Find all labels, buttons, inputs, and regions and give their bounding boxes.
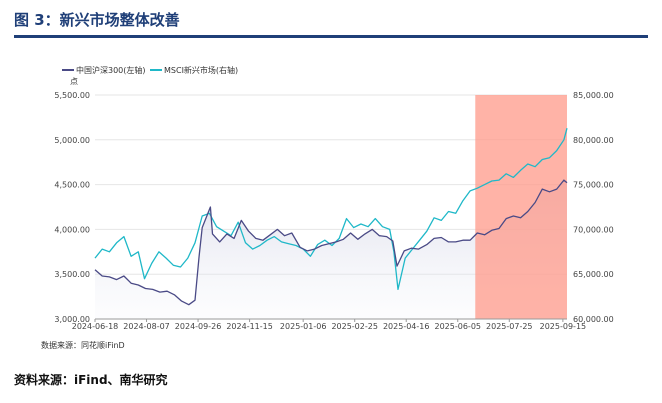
x-tick-label: 2025-01-06 — [280, 322, 327, 331]
x-tick-label: 2024-11-15 — [226, 322, 273, 331]
y-right-tick-label: 65,000.00 — [573, 270, 614, 279]
title-underline — [14, 35, 648, 38]
figure-title: 图 3：新兴市场整体改善 — [14, 11, 180, 29]
axes: 5,500.00 5,000.00 4,500.00 4,000.00 3,500.00… — [54, 91, 613, 331]
report-source-note: 资料来源：iFind、南华研究 — [14, 373, 168, 387]
x-tick-label: 2025-09-15 — [540, 322, 587, 331]
highlight-rect — [475, 95, 567, 319]
x-tick-label: 2025-06-05 — [435, 322, 482, 331]
x-tick-label: 2025-07-25 — [486, 322, 533, 331]
x-tick-label: 2024-06-18 — [72, 322, 119, 331]
y-left-tick-label: 3,500.00 — [54, 270, 90, 279]
chart-source-note: 数据来源：同花顺iFinD — [41, 341, 125, 350]
y-right-tick-label: 70,000.00 — [573, 225, 614, 234]
x-tick-label: 2024-09-26 — [175, 322, 222, 331]
x-tick-label: 2024-08-07 — [123, 322, 170, 331]
x-tick-label: 2025-04-16 — [383, 322, 430, 331]
csi300-area-fill — [95, 180, 567, 319]
y-left-tick-label: 5,000.00 — [54, 136, 90, 145]
legend-label-csi300: 中国沪深300(左轴) — [76, 65, 146, 75]
y-right-tick-label: 60,000.00 — [573, 315, 614, 324]
highlight-band — [475, 95, 567, 319]
y-right-tick-label: 85,000.00 — [573, 91, 614, 100]
y-left-tick-label: 5,500.00 — [54, 91, 90, 100]
y-left-tick-label: 4,500.00 — [54, 181, 90, 190]
y-right-tick-label: 80,000.00 — [573, 136, 614, 145]
legend-label-msci: MSCI新兴市场(右轴) — [164, 65, 238, 75]
unit-label: 点 — [70, 77, 78, 86]
legend: 中国沪深300(左轴) MSCI新兴市场(右轴) 点 — [62, 65, 238, 86]
y-left-tick-label: 3,000.00 — [54, 315, 90, 324]
series-lines — [94, 128, 568, 306]
y-left-tick-label: 4,000.00 — [54, 225, 90, 234]
y-right-tick-label: 75,000.00 — [573, 181, 614, 190]
x-tick-label: 2025-02-25 — [331, 322, 378, 331]
csi300-series-line — [94, 179, 568, 306]
csi300-area — [95, 180, 567, 319]
